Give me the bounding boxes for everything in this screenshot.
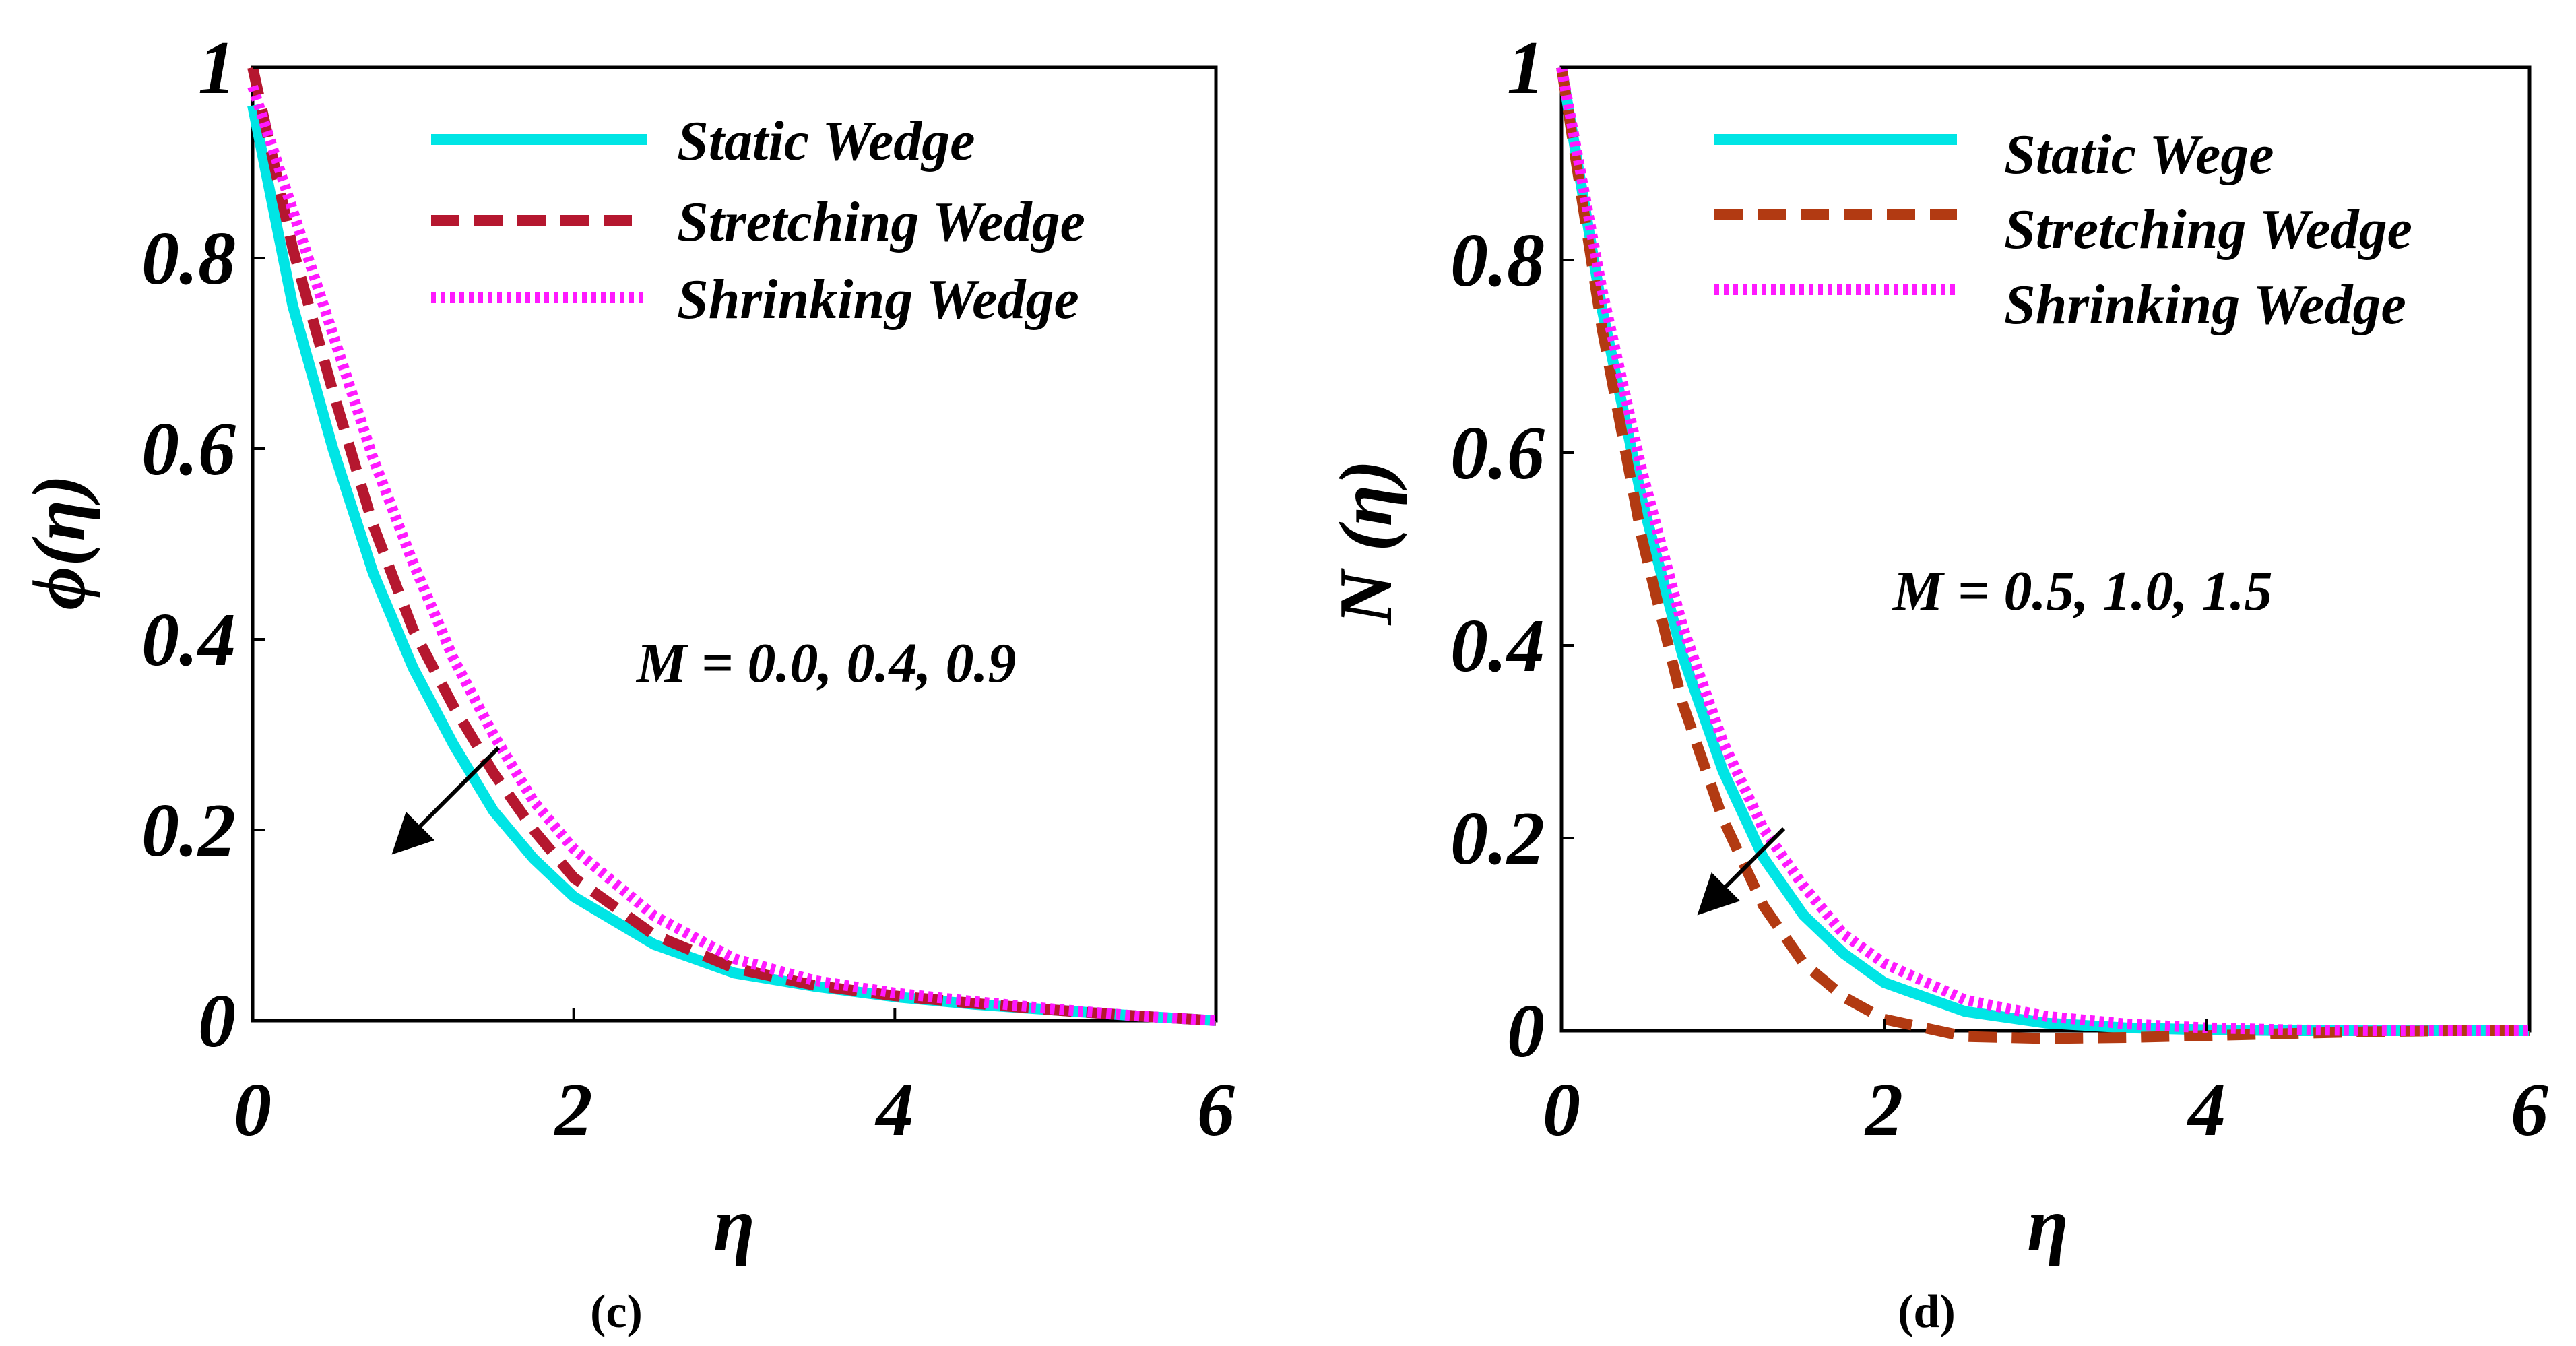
legend: Static Wege Stretching Wedge Shrinking W…	[1714, 123, 2412, 336]
y-tick-label: 0.6	[1450, 412, 1545, 495]
y-tick-label: 1	[198, 26, 236, 110]
legend-entry-0: Static Wedge	[677, 110, 975, 172]
x-tick-labels: 0 2 4 6	[1543, 1019, 2548, 1152]
series-line-dotted	[1556, 66, 2530, 1036]
y-tick-label: 0.2	[1450, 797, 1545, 880]
x-tick-label: 2	[554, 1068, 593, 1152]
legend-entry-1: Stretching Wedge	[677, 191, 1085, 253]
legend-entry-2: Shrinking Wedge	[677, 268, 1079, 331]
y-tick-label: 0.8	[1450, 219, 1545, 302]
y-tick-label: 0	[1507, 990, 1545, 1073]
legend-entry-1: Stretching Wedge	[2004, 198, 2412, 261]
x-tick-label: 2	[1864, 1068, 1903, 1152]
series-line-dashed	[247, 66, 1217, 1026]
y-tick-label: 0.8	[141, 217, 236, 300]
y-axis-label: ϕ(η)	[18, 475, 101, 610]
x-tick-label: 4	[874, 1068, 913, 1152]
x-tick-label: 6	[2511, 1068, 2548, 1152]
chart-panel-c: Static Wedge Stretching Wedge Shrinking …	[18, 26, 1235, 1338]
series-lines	[247, 66, 1217, 1026]
legend-entry-2: Shrinking Wedge	[2004, 274, 2406, 336]
x-tick-label: 0	[1543, 1068, 1580, 1152]
x-tick-label: 4	[2187, 1068, 2226, 1152]
plot-frame	[251, 65, 1218, 1023]
x-axis-label: η	[713, 1183, 754, 1267]
series-line-dotted	[247, 84, 1217, 1026]
y-tick-labels: 0 0.2 0.4 0.6 0.8 1	[141, 26, 265, 1063]
y-tick-label: 0.4	[1450, 604, 1545, 688]
panel-label: (d)	[1898, 1286, 1956, 1338]
y-axis-label: N (η)	[1324, 460, 1408, 627]
x-tick-label: 6	[1197, 1068, 1235, 1152]
y-tick-label: 0.6	[141, 408, 236, 491]
y-tick-label: 1	[1507, 26, 1545, 110]
annotation-text: M = 0.5, 1.0, 1.5	[1892, 560, 2273, 622]
annotation-text: M = 0.0, 0.4, 0.9	[635, 632, 1017, 695]
x-tick-labels: 0 2 4 6	[234, 1008, 1235, 1152]
x-axis-label: η	[2027, 1183, 2068, 1267]
trend-arrow	[1697, 827, 1786, 916]
panel-label: (c)	[590, 1286, 643, 1338]
trend-arrow	[391, 746, 501, 855]
y-tick-labels: 0 0.2 0.4 0.6 0.8 1	[1450, 26, 1574, 1073]
x-tick-label: 0	[234, 1068, 271, 1152]
series-lines	[1556, 66, 2530, 1044]
chart-panel-d: Static Wege Stretching Wedge Shrinking W…	[1324, 26, 2548, 1338]
legend-entry-0: Static Wege	[2004, 123, 2274, 186]
y-tick-label: 0.4	[141, 598, 236, 682]
plot-frame	[1559, 65, 2532, 1033]
series-line-dashed	[1556, 66, 2530, 1044]
y-tick-label: 0.2	[141, 789, 236, 872]
legend: Static Wedge Stretching Wedge Shrinking …	[431, 110, 1085, 331]
y-tick-label: 0	[198, 980, 236, 1063]
